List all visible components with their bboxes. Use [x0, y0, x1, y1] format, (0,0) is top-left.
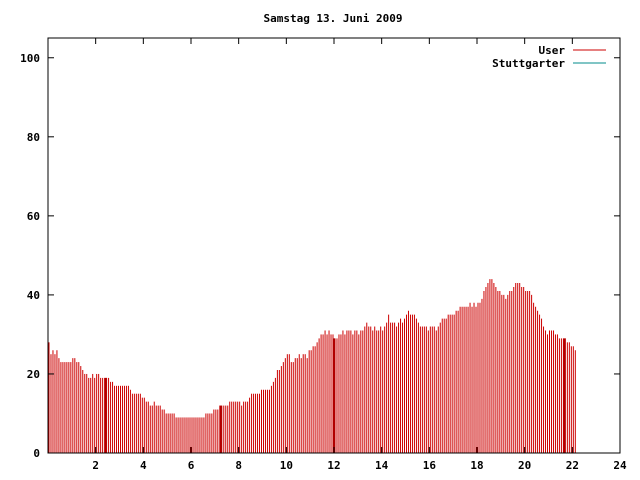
bar-series-user — [48, 279, 576, 453]
y-tick-label: 40 — [27, 289, 40, 302]
x-tick-label: 20 — [518, 459, 531, 472]
highlight-bars — [104, 338, 566, 453]
x-tick-label: 4 — [140, 459, 147, 472]
x-tick-label: 8 — [235, 459, 242, 472]
y-tick-label: 100 — [20, 52, 40, 65]
legend-label: Stuttgarter — [492, 57, 565, 70]
x-tick-label: 16 — [423, 459, 437, 472]
chart-title: Samstag 13. Juni 2009 — [263, 12, 402, 25]
y-tick-label: 20 — [27, 368, 40, 381]
y-tick-label: 0 — [33, 447, 40, 460]
x-tick-label: 10 — [280, 459, 293, 472]
x-tick-label: 18 — [470, 459, 483, 472]
y-tick-label: 80 — [27, 131, 40, 144]
x-tick-label: 22 — [566, 459, 579, 472]
legend-label: User — [539, 44, 566, 57]
y-tick-label: 60 — [27, 210, 40, 223]
x-tick-label: 24 — [613, 459, 627, 472]
x-tick-label: 12 — [327, 459, 340, 472]
x-tick-label: 14 — [375, 459, 389, 472]
x-tick-label: 6 — [188, 459, 195, 472]
x-tick-label: 2 — [92, 459, 99, 472]
plot-frame — [47, 37, 621, 454]
